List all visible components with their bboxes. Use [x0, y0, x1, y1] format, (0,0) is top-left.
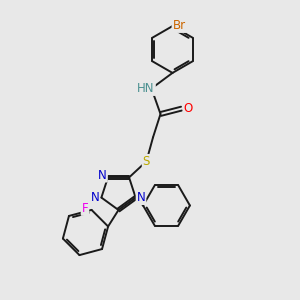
Text: O: O — [184, 102, 193, 115]
Text: N: N — [136, 191, 146, 204]
Text: S: S — [143, 155, 150, 168]
Text: HN: HN — [137, 82, 155, 95]
Text: F: F — [82, 202, 88, 215]
Text: N: N — [90, 191, 99, 204]
Text: Br: Br — [172, 19, 186, 32]
Text: N: N — [98, 169, 107, 182]
